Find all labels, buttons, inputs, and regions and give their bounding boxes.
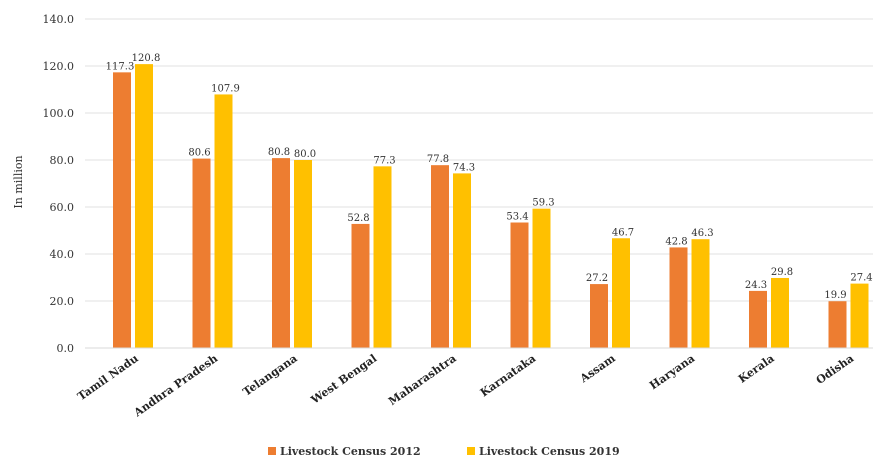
y-tick-label: 140.0 (43, 13, 75, 26)
bars: 117.3 80.6 80.8 52.8 77.8 53.4 27.2 42.8 24.3 19.… (106, 53, 873, 349)
y-tick-label: 20.0 (50, 295, 75, 308)
bar-2019 (373, 166, 392, 348)
bar-2012 (351, 223, 370, 348)
bar-2012 (272, 158, 290, 348)
bar-2019 (612, 238, 630, 348)
category-label: Maharashtra (386, 352, 459, 408)
data-label: 117.3 (106, 61, 135, 72)
bar-2012 (192, 158, 211, 348)
category-label: Tamil Nadu (75, 352, 141, 403)
bar-2012 (828, 301, 847, 348)
data-label: 42.8 (665, 236, 687, 247)
bar-2019 (294, 160, 312, 348)
data-label: 29.8 (771, 267, 793, 278)
data-label: 77.8 (427, 154, 449, 165)
bar-2012 (669, 247, 688, 348)
y-axis: 0.0 20.0 40.0 60.0 80.0 100.0 120.0 140.0 (43, 13, 75, 355)
y-tick-label: 100.0 (43, 107, 75, 120)
category-label: Telangana (241, 352, 300, 399)
category-label: Karnataka (478, 352, 538, 400)
legend-swatch (467, 447, 475, 455)
bar-2012 (113, 72, 131, 348)
data-label: 24.3 (745, 280, 767, 291)
category-label: Kerala (736, 352, 777, 386)
legend-swatch (268, 447, 276, 455)
data-label: 19.9 (824, 290, 846, 301)
data-label: 52.8 (347, 213, 369, 224)
category-label: Andhra Pradesh (131, 352, 220, 420)
bar-2019 (532, 208, 551, 348)
data-label: 53.4 (506, 212, 528, 223)
bar-2019 (214, 94, 233, 348)
category-label: Odisha (814, 352, 857, 387)
data-label: 46.7 (612, 227, 634, 238)
y-tick-label: 0.0 (57, 342, 75, 355)
data-label: 77.3 (373, 155, 395, 166)
bar-2012 (510, 222, 529, 348)
category-label: Assam (577, 352, 618, 386)
bar-2012 (749, 290, 767, 348)
data-label: 46.3 (691, 228, 713, 239)
bar-2019 (691, 239, 710, 348)
y-tick-label: 40.0 (50, 248, 75, 261)
y-tick-label: 80.0 (50, 154, 75, 167)
category-label: West Bengal (308, 352, 379, 407)
bar-2012 (590, 284, 608, 348)
legend: Livestock Census 2012 Livestock Census 20… (268, 445, 620, 458)
data-label: 80.0 (294, 149, 316, 160)
bar-2019 (771, 277, 789, 348)
data-label: 27.4 (850, 273, 872, 284)
category-label: Haryana (647, 352, 697, 392)
y-axis-title: In million (12, 155, 25, 208)
bar-2019 (453, 173, 471, 348)
legend-entry: Livestock Census 2019 (479, 445, 620, 458)
data-label: 80.6 (188, 148, 210, 159)
y-tick-label: 120.0 (43, 60, 75, 73)
legend-entry: Livestock Census 2012 (280, 445, 421, 458)
data-label: 59.3 (532, 198, 554, 209)
bar-2012 (431, 165, 449, 348)
y-tick-label: 60.0 (50, 201, 75, 214)
bar-2019 (135, 64, 153, 349)
data-label: 80.8 (268, 147, 290, 158)
data-label: 27.2 (586, 273, 608, 284)
bar-2019 (850, 283, 869, 348)
data-label: 74.3 (453, 162, 475, 173)
data-label: 120.8 (132, 53, 161, 64)
data-label: 107.9 (211, 83, 240, 94)
